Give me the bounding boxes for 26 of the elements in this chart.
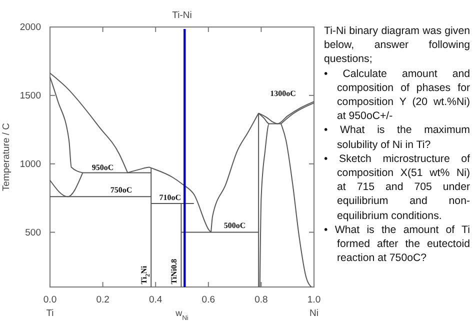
x-axis-title: w$_{Ni}$	[174, 308, 189, 321]
x-tick-label: 0.6	[202, 294, 216, 306]
annotation: 500oC	[224, 221, 246, 230]
x-tick-label: 0.4	[148, 294, 162, 306]
y-tick-label: 1500	[20, 90, 41, 102]
text: • Calculate amount and composition of phases for composition Y (20 wt.%Ni) at 950oC+/-	[324, 66, 470, 124]
x-tick-label: 1.0	[307, 294, 321, 306]
annotation: 750oC	[110, 186, 132, 195]
text: Ni	[310, 308, 318, 319]
x-tick-label: 0.8	[254, 294, 268, 306]
y-tick-label: 500	[25, 227, 41, 238]
chart-title: Ti-Ni	[172, 10, 192, 21]
annotation: 950oC	[92, 163, 114, 172]
annotation: TiNi0.8	[170, 258, 179, 284]
annotation: 1300oC	[270, 89, 296, 98]
annotation: 710oC	[159, 193, 182, 202]
x-tick-label: 0.2	[96, 294, 110, 306]
text: Ti	[46, 308, 54, 319]
text: • What is the amount of Ti formed after the eutectoid reaction at 750oC?	[324, 222, 470, 266]
x-tick-label: 0.0	[43, 294, 57, 306]
text: • Sketch microstructure of composition X(51 wt% Ni) at 715 and 705 under equilibrium and non-equilibrium conditions.	[324, 152, 470, 223]
y-tick-label: 1000	[20, 158, 41, 170]
text: Ti-Ni binary diagram was given below, answer following questions;	[324, 24, 470, 67]
text: • What is the maximum solubility of Ni in Ti?	[324, 123, 470, 152]
y-tick-label: 2000	[20, 22, 41, 34]
y-axis-title: Temperature / C	[1, 122, 12, 192]
